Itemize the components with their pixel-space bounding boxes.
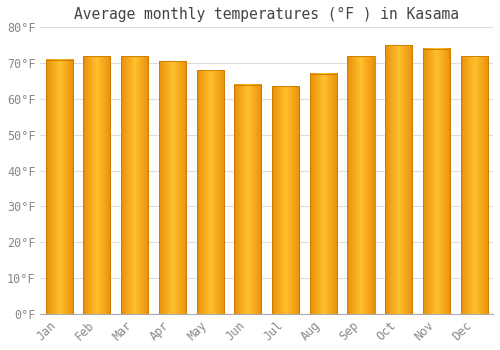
Bar xyxy=(159,61,186,314)
Bar xyxy=(385,45,412,314)
Bar xyxy=(310,74,337,314)
Bar xyxy=(348,56,374,314)
Bar xyxy=(196,70,224,314)
Bar xyxy=(460,56,488,314)
Bar xyxy=(84,56,110,314)
Title: Average monthly temperatures (°F ) in Kasama: Average monthly temperatures (°F ) in Ka… xyxy=(74,7,459,22)
Bar xyxy=(272,86,299,314)
Bar xyxy=(423,49,450,314)
Bar xyxy=(234,85,262,314)
Bar xyxy=(46,60,73,314)
Bar xyxy=(121,56,148,314)
